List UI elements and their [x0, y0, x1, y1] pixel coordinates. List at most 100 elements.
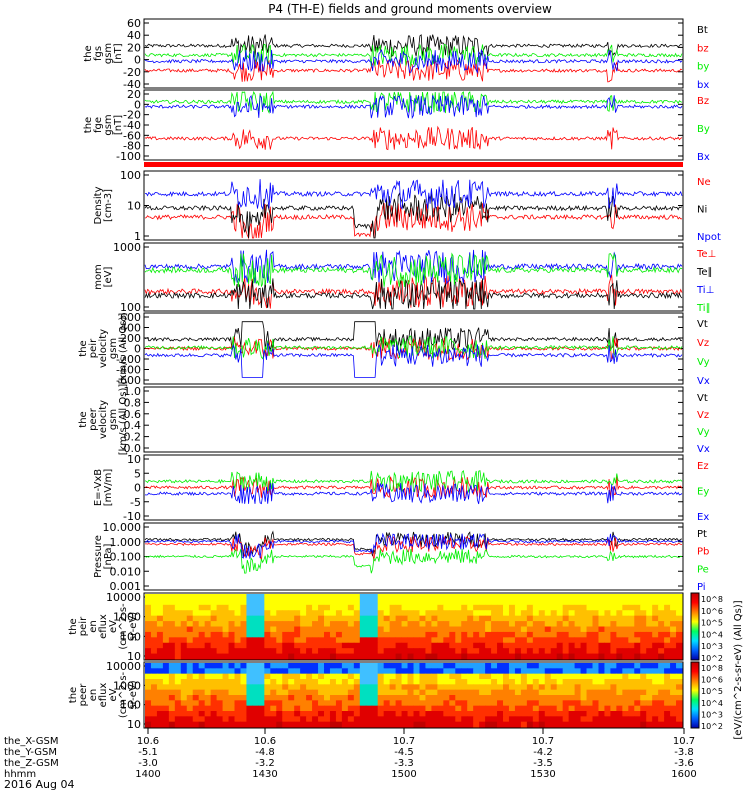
spectrogram-cell: [431, 599, 438, 606]
spectrogram-cell: [228, 642, 235, 649]
spectrogram-cell: [497, 700, 504, 707]
spectrogram-cell: [646, 594, 653, 600]
spectrogram-cell: [580, 705, 588, 712]
spectrogram-cell: [198, 700, 206, 707]
spectrogram-cell: [318, 700, 325, 707]
spectrogram-cell: [395, 689, 403, 696]
spectrogram-cell: [526, 594, 534, 600]
spectrogram-cell: [419, 621, 426, 627]
spectrogram-cell: [562, 695, 570, 701]
spectrogram-cell: [628, 621, 635, 627]
y-tick-label: -400: [116, 364, 141, 377]
spectrogram-cell: [276, 716, 283, 723]
spectrogram-cell: [341, 721, 349, 728]
y-tick-label: -200: [116, 353, 141, 366]
spectrogram-cell: [359, 695, 367, 701]
spectrogram-cell: [180, 689, 188, 696]
spectrogram-cell: [329, 679, 337, 685]
spectrogram-cell: [467, 631, 474, 638]
y-axis-label-line: eV: [108, 620, 119, 633]
spectrogram-cell: [353, 637, 361, 644]
spectrogram-cell: [347, 637, 355, 644]
y-tick-label: 1000: [113, 679, 141, 692]
spectrogram-cell: [556, 631, 564, 638]
spectrogram-cell: [514, 705, 522, 712]
spectrogram-cell: [359, 679, 367, 685]
spectrogram-cell: [425, 684, 432, 691]
spectrogram-cell: [532, 637, 540, 644]
spectrogram-cell: [335, 626, 343, 633]
spectrogram-cell: [365, 599, 373, 606]
spectrogram-cell: [282, 721, 289, 728]
spectrogram-cell: [634, 705, 641, 712]
spectrogram-cell: [365, 631, 373, 638]
spectrogram-cell: [479, 716, 486, 723]
spectrogram-cell: [252, 711, 259, 717]
spectrogram-cell: [300, 679, 307, 685]
spectrogram-cell: [586, 721, 593, 728]
spectrogram-cell: [276, 679, 283, 685]
spectrogram-cell: [389, 642, 397, 649]
spectrogram-cell: [198, 663, 206, 669]
spectrogram-cell: [288, 668, 295, 675]
spectrogram-cell: [646, 631, 653, 638]
spectrogram-cell: [586, 626, 593, 633]
spectrogram-cell: [437, 642, 444, 649]
spectrogram-cell: [318, 684, 325, 691]
spectrogram-cell: [514, 689, 522, 696]
spectrogram-cell: [186, 610, 194, 617]
spectrogram-cell: [341, 711, 349, 717]
spectrogram-cell: [407, 653, 414, 660]
spectrogram-cell: [634, 673, 641, 680]
spectrogram-cell: [389, 631, 397, 638]
spectrogram-cell: [503, 663, 510, 669]
spectrogram-cell: [270, 648, 277, 655]
spectrogram-cell: [676, 594, 683, 600]
spectrogram-cell: [532, 700, 540, 707]
spectrogram-cell: [568, 684, 576, 691]
y-axis-label-line: velocity: [98, 329, 109, 368]
spectrogram-cell: [431, 684, 438, 691]
colorbar-2: [690, 661, 700, 729]
spectrogram-cell: [467, 615, 474, 622]
spectrogram-cell: [150, 679, 158, 685]
spectrogram-cell: [574, 621, 582, 627]
spectrogram-cell: [210, 679, 218, 685]
spectrogram-cell: [204, 604, 212, 611]
spectrogram-cell: [455, 668, 462, 675]
spectrogram-cell: [168, 610, 176, 617]
spectrogram-cell: [443, 631, 450, 638]
spectrogram-cell: [556, 684, 564, 691]
spectrogram-cell: [580, 615, 588, 622]
spectrogram-cell: [312, 721, 319, 728]
spectrogram-cell: [538, 599, 546, 606]
spectrogram-cell: [664, 648, 671, 655]
y-tick-label: 60: [127, 17, 141, 30]
spectrogram-cell: [508, 604, 516, 611]
spectrogram-cell: [359, 648, 367, 655]
spectrogram-cell: [514, 637, 522, 644]
spectrogram-cell: [329, 610, 337, 617]
spectrogram-cell: [389, 648, 397, 655]
spectrogram-cell: [198, 615, 206, 622]
spectrogram-cell: [162, 631, 170, 638]
spectrogram-cell: [162, 711, 170, 717]
spectrogram-cell: [670, 610, 677, 617]
spectrogram-cell: [156, 599, 164, 606]
spectrogram-cell: [407, 721, 414, 728]
spectrogram-cell: [538, 626, 546, 633]
spectrogram-cell: [365, 700, 373, 707]
spectrogram-cell: [228, 684, 235, 691]
spectrogram-cell: [497, 684, 504, 691]
spectrogram-cell: [544, 626, 552, 633]
spectrogram-cell: [670, 604, 677, 611]
spectrogram-cell: [467, 663, 474, 669]
spectrogram-cell: [180, 631, 188, 638]
y-tick-label: -100: [116, 150, 141, 163]
spectrogram-cell: [646, 648, 653, 655]
spectrogram-cell: [341, 716, 349, 723]
spectrogram-cell: [335, 668, 343, 675]
spectrogram-cell: [145, 716, 152, 723]
spectrogram-cell: [270, 684, 277, 691]
spectrogram-cell: [580, 711, 588, 717]
